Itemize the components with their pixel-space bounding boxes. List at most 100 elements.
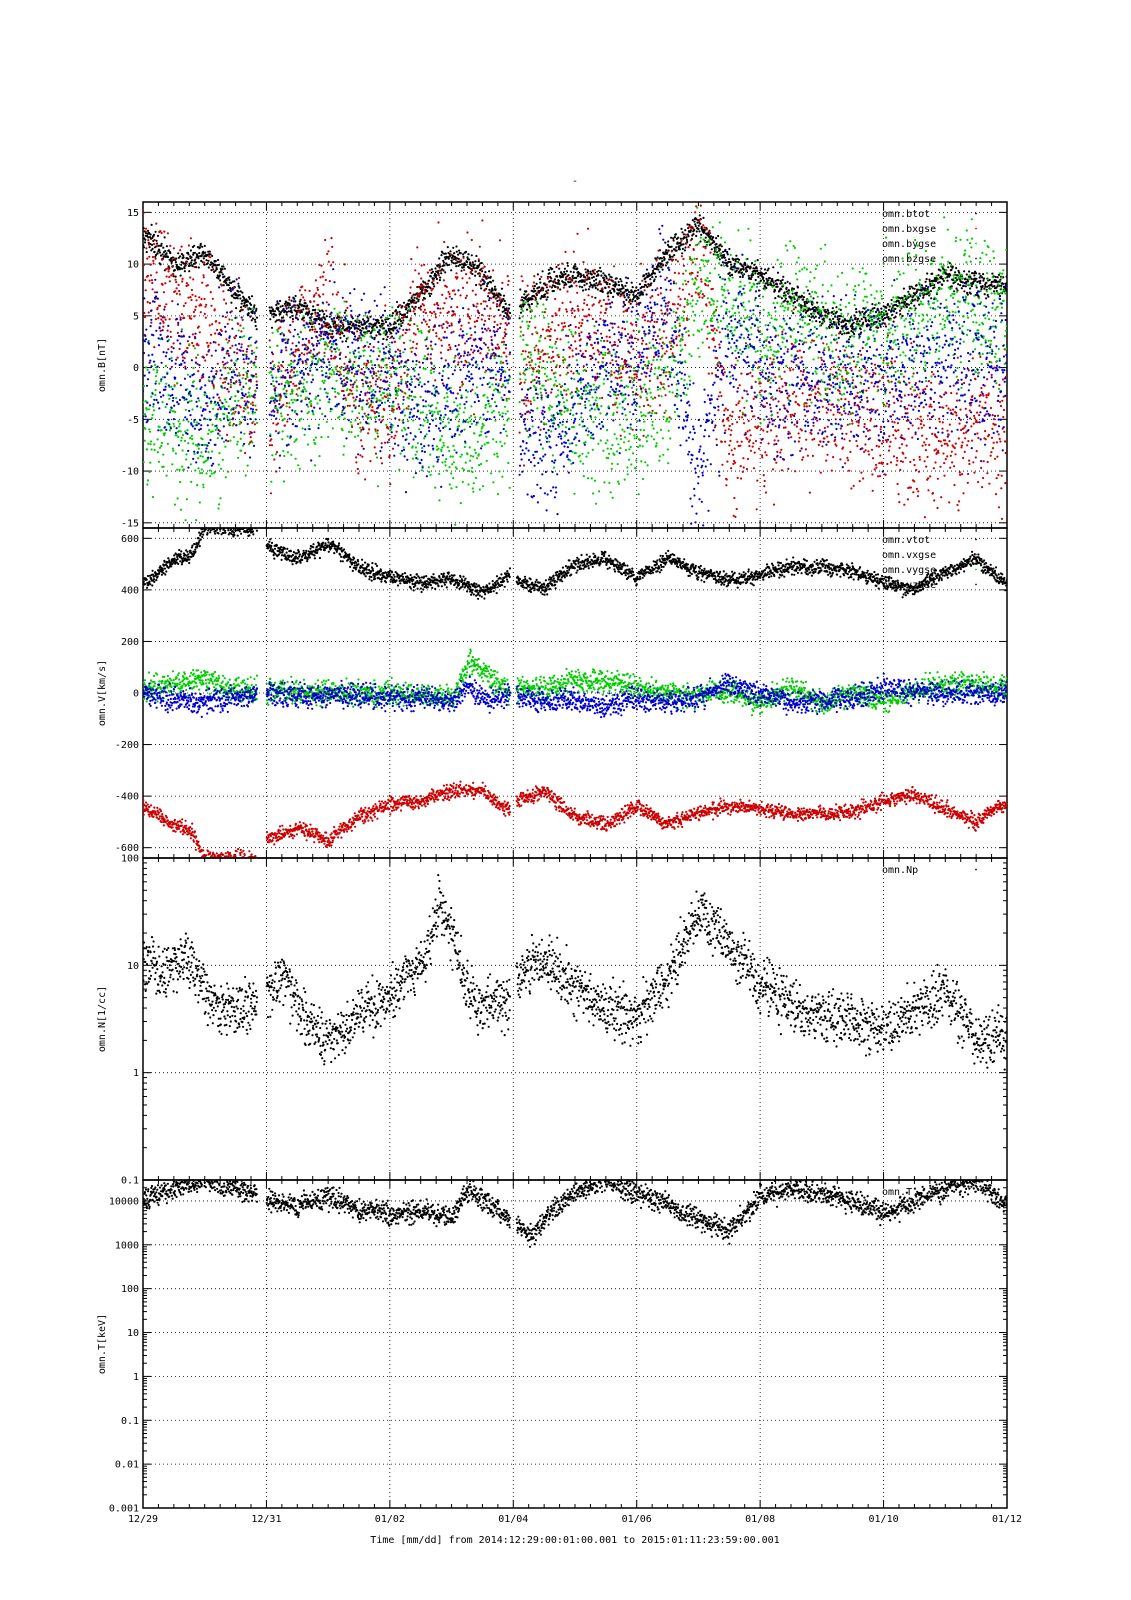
data-point (554, 297, 557, 301)
data-point (876, 326, 880, 329)
data-point (757, 275, 760, 278)
data-point (796, 299, 799, 302)
data-point (704, 247, 707, 250)
data-point (321, 310, 324, 313)
data-point (903, 503, 906, 506)
data-point (635, 375, 639, 378)
data-point (912, 491, 915, 494)
data-point (627, 296, 630, 299)
data-point (619, 295, 622, 298)
data-point (867, 386, 870, 390)
data-point (230, 301, 233, 304)
data-point (502, 337, 505, 340)
data-point (922, 388, 925, 391)
data-point (343, 334, 346, 337)
data-point (590, 344, 593, 347)
data-point (712, 329, 715, 332)
data-point (497, 295, 500, 298)
data-point (790, 360, 793, 363)
data-point (401, 321, 404, 324)
data-point (545, 298, 548, 301)
data-point (215, 268, 218, 271)
data-point (749, 266, 752, 269)
data-point (564, 325, 567, 328)
data-point (782, 418, 785, 421)
data-point (231, 344, 234, 347)
data-point (209, 263, 212, 266)
data-point (923, 441, 926, 444)
data-point (850, 487, 853, 490)
data-point (564, 272, 567, 276)
data-point (709, 251, 712, 254)
data-point (503, 351, 506, 354)
data-point (678, 248, 682, 251)
data-point (726, 460, 729, 463)
data-point (723, 253, 726, 257)
data-point (720, 394, 723, 398)
data-point (368, 330, 371, 333)
data-point (659, 337, 662, 341)
data-point (896, 422, 900, 425)
data-point (786, 348, 790, 351)
data-point (765, 402, 769, 405)
data-point (867, 450, 870, 453)
data-point (217, 258, 220, 262)
data-point (817, 387, 820, 390)
data-point (717, 395, 720, 398)
data-point (414, 305, 417, 308)
data-point (208, 324, 211, 327)
data-point (636, 393, 639, 396)
data-point (474, 293, 477, 296)
data-point (830, 384, 833, 387)
data-point (520, 275, 523, 278)
data-point (154, 257, 157, 260)
data-point (273, 458, 276, 461)
data-point (670, 250, 674, 253)
data-point (833, 405, 836, 409)
data-point (189, 276, 192, 279)
data-point (565, 393, 568, 396)
data-point (844, 398, 847, 401)
data-point (146, 301, 149, 304)
data-point (820, 358, 823, 362)
data-point (616, 411, 619, 414)
data-point (858, 369, 861, 372)
data-point (665, 249, 668, 252)
data-point (864, 316, 867, 319)
data-point (239, 290, 242, 293)
data-point (532, 281, 536, 284)
data-point (760, 267, 763, 270)
data-point (367, 432, 370, 435)
data-point (423, 292, 426, 295)
data-point (245, 350, 248, 353)
data-point (738, 258, 741, 261)
data-point (323, 351, 326, 354)
data-point (246, 395, 249, 399)
data-point (913, 480, 916, 483)
data-point (706, 325, 709, 328)
data-point (864, 320, 868, 323)
data-point (800, 356, 803, 359)
data-point (551, 321, 554, 324)
data-point (738, 384, 741, 387)
data-point (277, 307, 280, 310)
data-point (152, 233, 156, 236)
data-point (840, 405, 843, 408)
data-point (417, 298, 420, 301)
data-point (546, 277, 550, 280)
data-point (435, 277, 438, 281)
data-point (663, 411, 666, 414)
data-point (468, 353, 471, 356)
data-point (657, 249, 660, 252)
data-point (427, 279, 430, 282)
data-point (400, 324, 403, 328)
data-point (640, 372, 643, 375)
data-point (348, 325, 351, 328)
data-point (552, 289, 556, 293)
data-point (323, 313, 326, 316)
data-point (562, 286, 566, 289)
data-point (658, 265, 661, 268)
data-point (275, 319, 279, 322)
data-point (857, 317, 860, 320)
data-point (885, 306, 888, 309)
